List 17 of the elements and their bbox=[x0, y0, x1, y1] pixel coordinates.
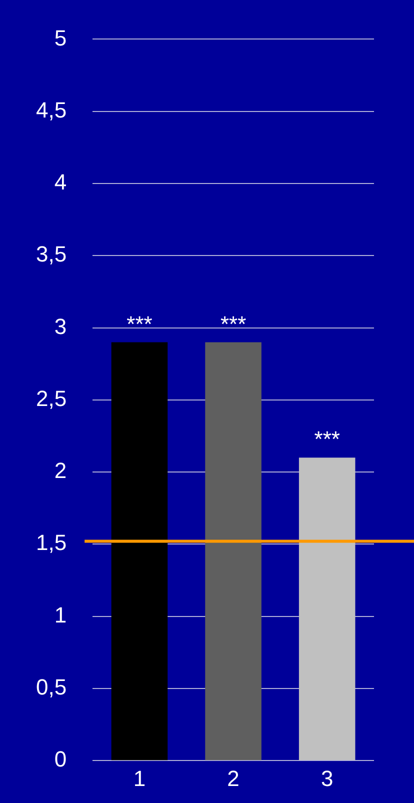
x-tick-label: 3 bbox=[320, 766, 334, 791]
y-tick-label: 2,5 bbox=[36, 386, 67, 411]
y-tick-label: 0 bbox=[54, 746, 67, 772]
annotation: *** bbox=[126, 311, 153, 336]
y-tick-label: 1 bbox=[54, 602, 67, 628]
annotation: *** bbox=[220, 311, 247, 336]
y-tick-label: 3,5 bbox=[36, 242, 67, 267]
x-tick-label: 1 bbox=[133, 766, 146, 791]
y-tick-label: 5 bbox=[54, 25, 67, 50]
y-tick-label: 3 bbox=[54, 314, 67, 339]
x-tick-label: 2 bbox=[227, 766, 240, 791]
y-tick-label: 2 bbox=[54, 458, 67, 484]
y-tick-label: 4,5 bbox=[36, 97, 67, 122]
y-tick-label: 1,5 bbox=[36, 530, 67, 556]
annotation: *** bbox=[314, 426, 340, 452]
y-tick-label: 4 bbox=[54, 170, 67, 195]
y-tick-label: 0,5 bbox=[36, 674, 67, 700]
